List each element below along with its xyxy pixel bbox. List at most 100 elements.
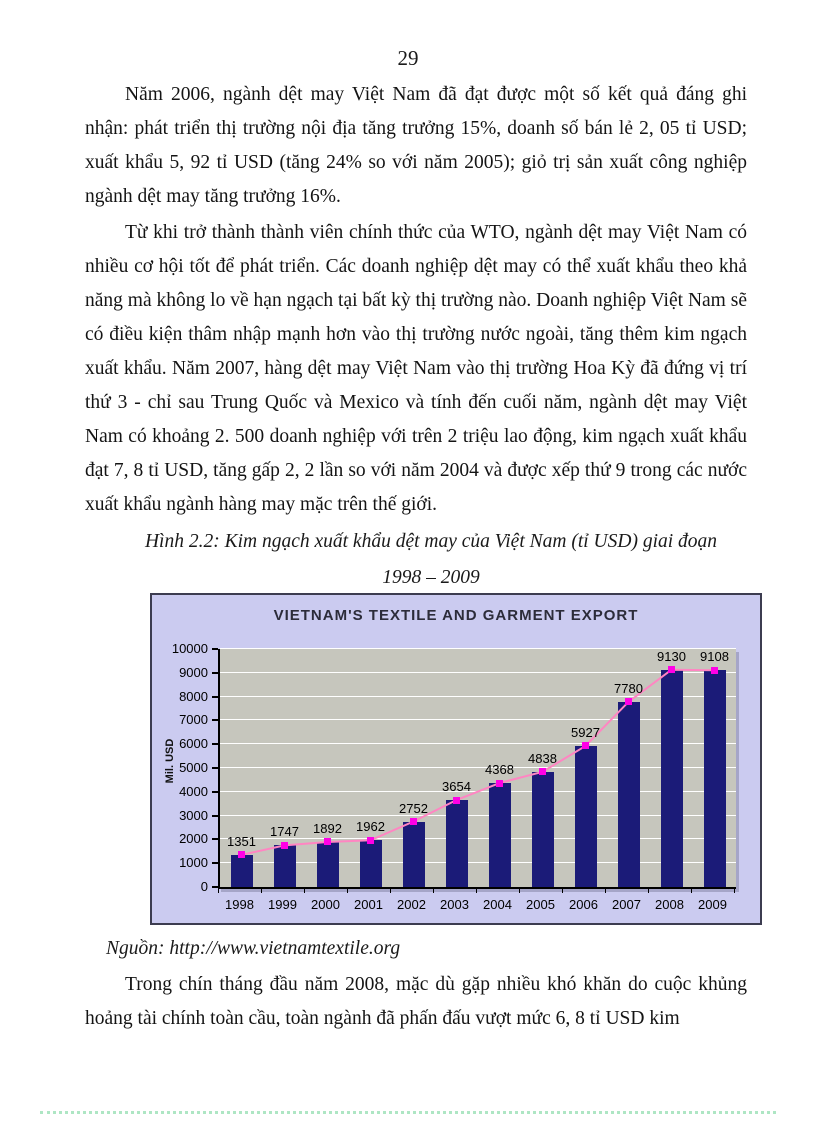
bar-1999 [273,845,296,887]
x-tick-label-2002: 2002 [397,897,426,912]
x-tick-label-2008: 2008 [655,897,684,912]
x-tick-label-2006: 2006 [569,897,598,912]
value-label-1999: 1747 [270,824,299,840]
value-label-2004: 4368 [485,762,514,778]
x-tick [433,889,434,893]
x-tick [218,889,219,893]
x-tick-label-2004: 2004 [483,897,512,912]
x-tick-label-2009: 2009 [698,897,727,912]
marker-2009 [711,666,718,674]
y-tick-label: 10000 [171,641,208,656]
paragraph-2: Từ khi trở thành thành viên chính thức c… [85,222,747,515]
y-tick-label: 0 [200,879,208,894]
value-label-2006: 5927 [571,724,600,740]
value-label-2002: 2752 [399,800,428,816]
y-tick [212,695,218,698]
x-tick [476,889,477,893]
y-tick [212,862,218,865]
y-tick [212,814,218,817]
y-tick-label: 3000 [179,807,208,823]
gridline [220,838,736,840]
marker-2001 [367,836,374,844]
bar-2006 [574,745,597,887]
y-tick [212,671,218,674]
chart: VIETNAM'S TEXTILE AND GARMENT EXPORT Mil… [150,593,762,925]
value-label-1998: 1351 [227,833,256,849]
x-tick [605,889,606,893]
bar-2008 [660,669,683,887]
y-tick [212,648,218,650]
marker-2004 [496,779,503,787]
y-tick [212,767,218,769]
marker-2008 [668,666,675,674]
y-tick-label: 5000 [179,760,208,775]
x-tick [390,889,391,893]
y-tick-label: 2000 [179,831,208,847]
value-label-2005: 4838 [528,750,557,766]
x-tick-label-2001: 2001 [354,897,383,912]
plot-area: 1351 1747 1892 1962 2752 3654 4368 4838 5927 7780… [218,648,736,889]
bar-2002 [402,821,425,887]
y-tick [212,719,218,722]
value-label-2009: 9108 [700,649,729,665]
x-tick-label-1998: 1998 [225,897,254,912]
x-axis-labels: 1998 1999 2000 2001 2002 2003 2004 2005 2006 2007… [218,889,740,923]
x-tick-label-2000: 2000 [311,897,340,912]
y-tick [212,838,218,841]
marker-2007 [625,698,632,706]
figure-caption-line2: 1998 – 2009 [382,567,480,588]
bar-2009 [703,670,726,887]
x-tick [347,889,348,893]
x-tick [648,889,649,893]
value-label-2001: 1962 [356,819,385,835]
bar-2007 [617,701,640,887]
marker-2002 [410,818,417,825]
y-axis-labels: 0 1000 2000 3000 4000 5000 6000 7000 8000 9000 100… [152,641,218,894]
x-tick [261,889,262,893]
marker-1998 [238,851,245,859]
x-tick [734,889,735,893]
x-tick [691,889,692,893]
y-tick-label: 6000 [179,736,208,752]
chart-title: VIETNAM'S TEXTILE AND GARMENT EXPORT [273,607,639,624]
y-tick [212,790,218,793]
x-tick-label-2007: 2007 [612,897,641,912]
marker-2000 [324,838,331,846]
y-tick-label: 4000 [179,783,208,799]
page-number: 29 [397,46,419,70]
gridline [220,648,736,649]
marker-2003 [453,796,460,804]
gridline [220,695,736,697]
bar-1998 [230,854,253,887]
trend-line [241,668,715,856]
value-label-2007: 7780 [614,680,643,696]
footer-dotted-rule [40,1111,776,1114]
bar-2003 [445,800,468,887]
y-tick [212,886,218,888]
figure-source: Nguồn: http://www.vietnamtextile.org [106,938,401,959]
y-tick-label: 7000 [179,712,208,728]
value-label-2000: 1892 [313,820,342,836]
gridline [220,743,736,745]
figure-caption: Hình 2.2: Kim ngạch xuất khẩu dệt may củ… [85,524,747,598]
x-tick-label-2003: 2003 [440,897,469,912]
x-tick [519,889,520,893]
gridline [220,719,736,721]
y-tick-label: 1000 [179,855,208,871]
value-label-2003: 3654 [442,779,471,795]
y-tick-label: 9000 [179,664,208,680]
y-tick-label: 8000 [179,688,208,704]
bar-2005 [531,771,554,887]
marker-1999 [281,841,288,849]
gridline [220,814,736,816]
bar-2001 [359,840,382,887]
paragraph-1: Năm 2006, ngành dệt may Việt Nam đã đạt … [85,84,747,207]
gridline [220,671,736,673]
closing-paragraph: Trong chín tháng đầu năm 2008, mặc dù gặ… [85,974,747,1029]
x-tick-label-1999: 1999 [268,897,297,912]
x-tick [562,889,563,893]
value-label-2008: 9130 [657,649,686,664]
y-tick [212,743,218,746]
marker-2006 [582,742,589,750]
